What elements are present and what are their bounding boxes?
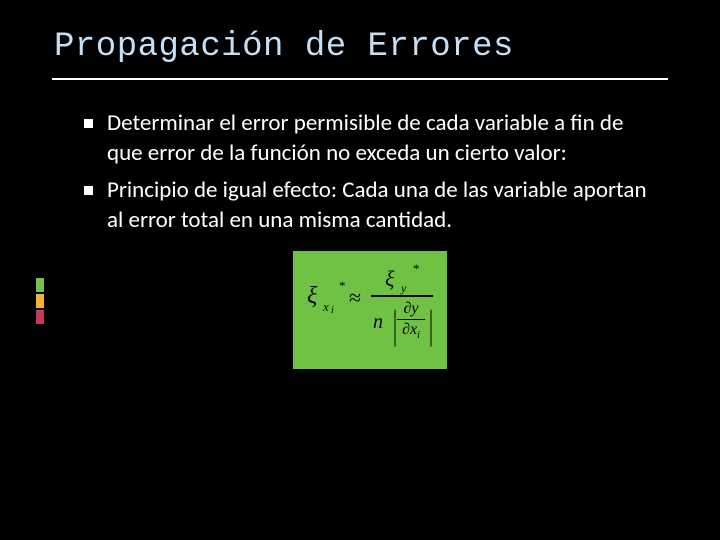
formula: ξ x i * ≈ ξ y * n | ∂y ∂xi | <box>293 251 447 369</box>
fraction-line <box>371 295 433 297</box>
bullet-item: Determinar el error permisible de cada v… <box>84 108 656 169</box>
xi-subscript-x: x <box>323 299 329 315</box>
content-area: Determinar el error permisible de cada v… <box>0 108 720 369</box>
partial-denominator: ∂xi <box>397 322 425 341</box>
numerator-xi: ξ <box>385 266 394 292</box>
xi-symbol: ξ <box>307 283 317 310</box>
xi-subscript-i: i <box>331 305 334 316</box>
accent-bar-green <box>36 278 44 292</box>
slide-title: Propagación de Errores <box>0 0 720 70</box>
bullet-item: Principio de igual efecto: Cada una de l… <box>84 175 656 236</box>
partial-numerator: ∂y <box>397 301 425 317</box>
denominator-n: n <box>373 311 383 334</box>
accent-bar-yellow <box>36 294 44 308</box>
approx-symbol: ≈ <box>349 285 361 311</box>
square-bullet-icon <box>84 119 93 128</box>
bullet-text: Principio de igual efecto: Cada una de l… <box>107 175 656 236</box>
formula-box: ξ x i * ≈ ξ y * n | ∂y ∂xi | <box>293 251 447 369</box>
numerator-star: * <box>413 261 420 277</box>
side-accent-bars <box>36 278 44 326</box>
square-bullet-icon <box>84 186 93 195</box>
abs-bar-right: | <box>429 301 433 348</box>
numerator-sub-y: y <box>401 281 406 296</box>
title-underline <box>52 78 668 80</box>
partial-fraction: ∂y ∂xi <box>397 301 425 341</box>
partial-frac-line <box>397 319 425 320</box>
accent-bar-red <box>36 310 44 324</box>
bullet-text: Determinar el error permisible de cada v… <box>107 108 656 169</box>
star-superscript: * <box>339 278 346 294</box>
